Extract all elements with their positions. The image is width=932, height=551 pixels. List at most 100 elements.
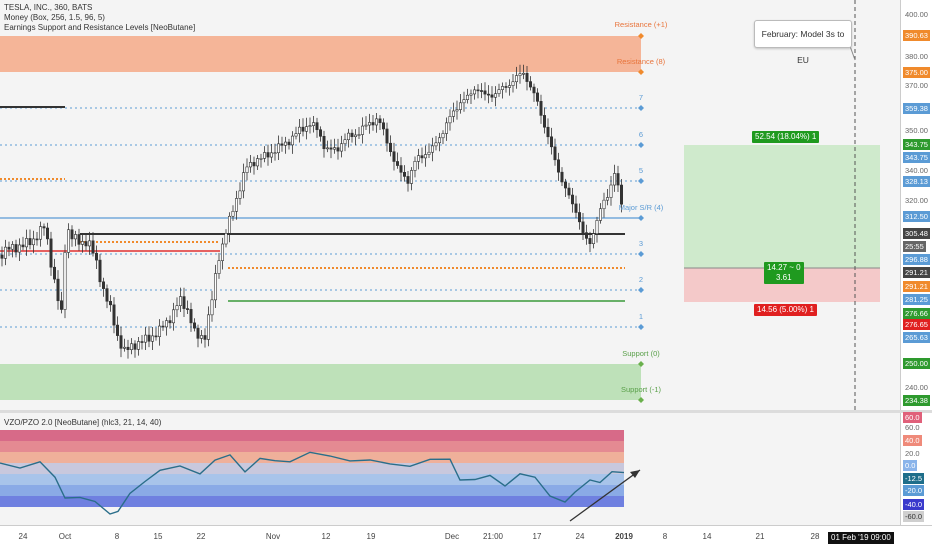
- price-axis-label: 265.63: [903, 332, 930, 343]
- price-axis-label: 350.00: [905, 126, 928, 135]
- price-axis-label: 234.38: [903, 395, 930, 406]
- candle-body: [290, 135, 294, 146]
- candle-body: [360, 125, 364, 135]
- time-axis[interactable]: 01 Feb '19 09:00 24 Oct 8 15 22 Nov 12 19 Dec 21:…: [0, 525, 932, 551]
- candle-body: [276, 143, 280, 154]
- candle-body: [329, 147, 333, 150]
- candle-body: [497, 89, 501, 94]
- oscillator-axis-label: 60.0: [903, 412, 922, 423]
- candle-body: [325, 147, 329, 150]
- candle-body: [109, 300, 113, 306]
- candle-body: [588, 238, 592, 244]
- oscillator-axis[interactable]: 60.0 60.0 40.0 20.0 0.0 -12.5 -20.0 -40.0 -60.0: [900, 412, 932, 525]
- candle-body: [416, 155, 420, 162]
- candle-body: [31, 238, 35, 246]
- candle-body: [486, 93, 490, 96]
- price-axis-label: 276.66: [903, 308, 930, 319]
- vzo-line: [0, 451, 625, 515]
- oscillator-canvas[interactable]: [0, 413, 900, 525]
- candle-body: [546, 126, 550, 138]
- price-axis-label: 400.00: [905, 10, 928, 19]
- price-axis[interactable]: 400.00 390.63 380.00 375.00 370.00 359.38 350.…: [900, 0, 932, 410]
- candle-body: [63, 252, 67, 310]
- candle-body: [45, 227, 49, 240]
- price-chart-pane[interactable]: TESLA, INC., 360, BATS Money (Box, 256, …: [0, 0, 900, 410]
- symbol-legend[interactable]: TESLA, INC., 360, BATS: [4, 3, 93, 12]
- candle-body: [430, 145, 434, 153]
- earnings-indicator-legend[interactable]: Earnings Support and Resistance Levels […: [4, 23, 196, 32]
- risk-reward-line-1: 14.27 ~ 0: [767, 263, 801, 272]
- resistance-plus1-label: Resistance (+1): [614, 20, 668, 29]
- support-minus1-label: Support (-1): [620, 385, 662, 394]
- candle-body: [315, 122, 319, 131]
- oscillator-legend[interactable]: VZO/PZO 2.0 [NeoButane] (hlc3, 21, 14, 4…: [4, 418, 162, 427]
- level-6-label: 6: [638, 130, 644, 139]
- oscillator-pane[interactable]: VZO/PZO 2.0 [NeoButane] (hlc3, 21, 14, 4…: [0, 413, 900, 525]
- price-axis-label: 320.00: [905, 196, 928, 205]
- candle-body: [165, 320, 169, 328]
- candle-body: [521, 72, 525, 75]
- candle-body: [0, 254, 4, 259]
- candle-body: [273, 152, 277, 155]
- price-axis-label: 305.48: [903, 228, 930, 239]
- money-indicator-legend[interactable]: Money (Box, 256, 1.5, 96, 5): [4, 13, 105, 22]
- candle-body: [598, 208, 602, 221]
- candle-body: [448, 116, 452, 124]
- candle-body: [388, 142, 392, 153]
- candle-body: [266, 152, 270, 158]
- oscillator-axis-label: -20.0: [903, 485, 925, 496]
- price-chart-canvas[interactable]: [0, 0, 900, 410]
- candle-body: [479, 90, 483, 92]
- candle-body: [119, 335, 123, 349]
- price-axis-label: 328.13: [903, 176, 930, 187]
- candle-body: [161, 325, 165, 328]
- oscillator-axis-label: 20.0: [905, 449, 920, 458]
- candle-body: [542, 115, 546, 128]
- major-sr-label: Major S/R (4): [618, 203, 664, 212]
- candle-body: [455, 109, 459, 112]
- candle-body: [269, 152, 273, 158]
- candle-body: [378, 118, 382, 124]
- candle-body: [616, 173, 620, 186]
- candle-body: [602, 199, 606, 210]
- candle-body: [105, 288, 109, 302]
- event-callout[interactable]: February: Model 3s to EU: [754, 20, 852, 65]
- candle-body: [563, 181, 567, 189]
- candle-body: [469, 93, 473, 96]
- pane-separator[interactable]: [0, 410, 932, 413]
- candle-body: [70, 229, 74, 240]
- level-5-label: 5: [638, 166, 644, 175]
- price-axis-label: 359.38: [903, 103, 930, 114]
- callout-pointer: [849, 45, 856, 61]
- profit-zone: [684, 145, 880, 268]
- price-axis-label: 296.88: [903, 254, 930, 265]
- candle-body: [154, 335, 158, 338]
- candle-body: [28, 238, 32, 246]
- price-axis-label: 281.25: [903, 294, 930, 305]
- candle-body: [511, 81, 515, 86]
- candle-body: [556, 159, 560, 173]
- support-label: Support (0): [622, 349, 660, 358]
- candle-body: [549, 136, 553, 148]
- risk-reward-badge: 14.27 ~ 0 3.61: [764, 262, 804, 284]
- candle-body: [189, 309, 193, 324]
- candle-body: [395, 161, 399, 166]
- candle-body: [207, 314, 211, 340]
- candle-body: [539, 101, 543, 116]
- candle-body: [196, 327, 200, 339]
- time-axis-label: 17: [532, 532, 542, 541]
- time-axis-label: 21:00: [482, 532, 504, 541]
- candle-body: [77, 234, 81, 245]
- candle-body: [532, 86, 536, 94]
- candle-body: [102, 281, 106, 289]
- price-axis-label: 340.00: [905, 166, 928, 175]
- candle-body: [567, 187, 571, 196]
- candle-body: [297, 126, 301, 134]
- price-axis-label: 375.00: [903, 67, 930, 78]
- candle-body: [409, 170, 413, 184]
- risk-reward-line-2: 3.61: [776, 273, 792, 282]
- candle-body: [133, 343, 137, 350]
- candle-body: [427, 151, 431, 155]
- candle-body: [434, 142, 438, 147]
- candle-body: [402, 172, 406, 177]
